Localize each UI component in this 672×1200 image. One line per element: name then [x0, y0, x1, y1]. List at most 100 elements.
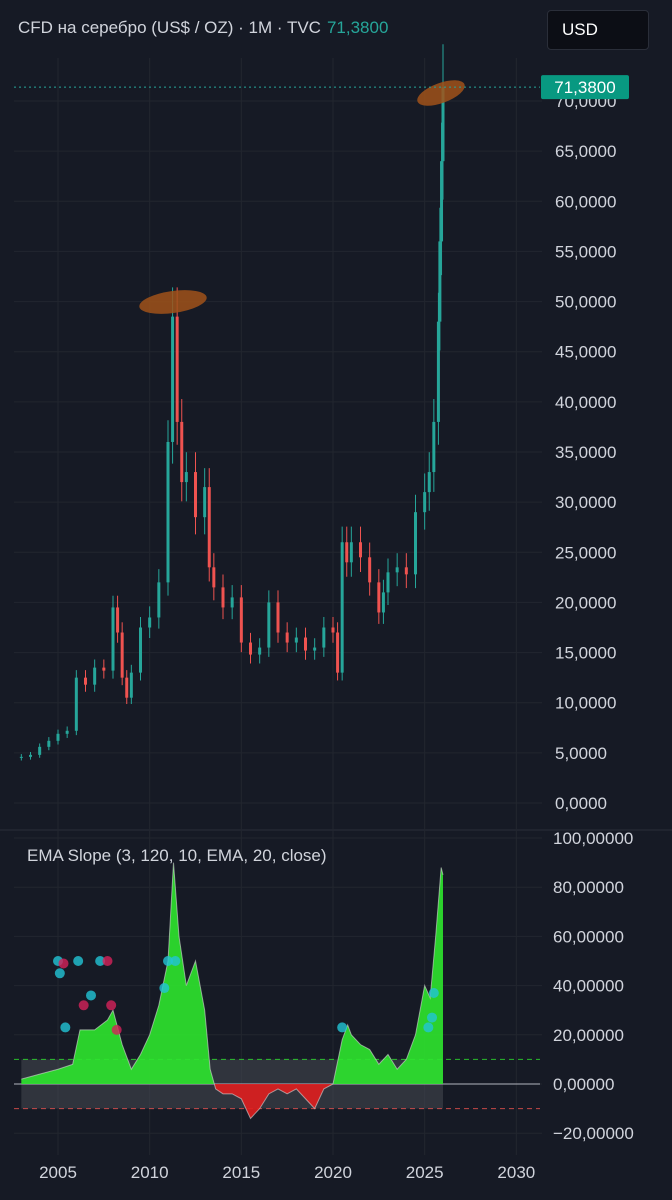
candle	[381, 579, 385, 624]
x-tick-label: 2005	[39, 1163, 77, 1182]
candle	[377, 569, 381, 624]
candle	[207, 468, 211, 582]
candle	[340, 526, 344, 681]
x-tick-label: 2015	[222, 1163, 260, 1182]
candle	[19, 754, 23, 761]
y-tick-label: 55,0000	[555, 242, 616, 261]
y-tick-label: 45,0000	[555, 343, 616, 362]
candle	[194, 452, 197, 535]
candle-body	[84, 677, 87, 685]
slope-marker	[95, 956, 106, 966]
candle-body	[276, 602, 280, 633]
candle-body	[239, 597, 243, 643]
chart-header: CFD на серебро (US$ / OZ) · 1M · TVC 71,3…	[18, 18, 388, 38]
candle-body	[19, 756, 23, 758]
candle-body	[157, 582, 161, 618]
candle	[249, 632, 252, 664]
candle	[230, 585, 234, 620]
y-tick-label: 50,0000	[555, 293, 616, 312]
slope-marker	[163, 956, 173, 966]
last-price-label: 71,3800	[554, 78, 615, 97]
candle	[368, 542, 372, 596]
candle	[414, 494, 417, 589]
candle	[56, 729, 60, 745]
candle-body	[111, 607, 115, 671]
candle	[267, 590, 271, 657]
candle	[432, 399, 436, 492]
indicator-y-tick-label: 20,00000	[553, 1026, 624, 1045]
y-tick-label: 60,0000	[555, 192, 616, 211]
candle-body	[102, 667, 106, 671]
symbol-title: CFD на серебро (US$ / OZ) · 1M · TVC	[18, 18, 321, 37]
candle	[180, 399, 184, 502]
currency-button[interactable]: USD	[547, 10, 649, 50]
candle-body	[212, 567, 216, 588]
slope-area-negative	[21, 1084, 443, 1119]
candle	[322, 616, 326, 657]
slope-marker	[427, 1012, 437, 1023]
candle-body	[194, 472, 197, 518]
candle-body	[38, 746, 42, 755]
candle	[404, 553, 408, 589]
candle	[184, 452, 188, 502]
candle	[166, 420, 170, 596]
candle-body	[395, 567, 399, 573]
candle-body	[313, 647, 317, 651]
candle-body	[180, 421, 184, 483]
y-tick-label: 5,0000	[555, 744, 607, 763]
candle	[258, 638, 262, 664]
candle-body	[340, 542, 344, 673]
candle-body	[139, 627, 142, 673]
highlight-mark	[417, 80, 465, 106]
candle	[239, 585, 243, 653]
candle	[125, 670, 129, 705]
candle	[111, 595, 115, 679]
y-tick-label: 0,0000	[555, 794, 607, 813]
slope-marker	[78, 1000, 89, 1011]
candle-body	[148, 617, 152, 628]
candle-body	[129, 672, 133, 698]
x-tick-label: 2010	[131, 1163, 169, 1182]
candle	[148, 606, 152, 639]
candle	[331, 616, 335, 643]
candle	[29, 751, 32, 760]
candle	[423, 473, 427, 530]
candle	[84, 670, 87, 692]
candle-body	[432, 421, 436, 473]
candle-body	[381, 592, 385, 613]
y-tick-label: 10,0000	[555, 694, 616, 713]
candle-body	[427, 472, 431, 493]
x-tick-label: 2030	[497, 1163, 535, 1182]
candle-body	[438, 241, 442, 322]
candle	[349, 526, 353, 577]
candle-body	[423, 492, 427, 513]
slope-marker	[54, 968, 65, 979]
slope-marker	[170, 956, 181, 966]
y-tick-label: 30,0000	[555, 493, 616, 512]
candle-body	[267, 602, 271, 648]
candle	[74, 670, 78, 736]
candle	[65, 726, 69, 738]
slope-line	[21, 862, 444, 1120]
candle-body	[258, 647, 262, 655]
y-tick-label: 40,0000	[555, 393, 616, 412]
candle-body	[331, 627, 335, 633]
candle-body	[56, 733, 60, 741]
slope-marker	[106, 1000, 117, 1011]
candle-body	[285, 632, 289, 643]
candle	[120, 622, 124, 686]
x-tick-label: 2020	[314, 1163, 352, 1182]
candle-body	[175, 316, 179, 422]
candle-body	[120, 632, 124, 678]
candle	[441, 44, 445, 200]
candle-body	[65, 730, 69, 734]
candle-body	[436, 321, 440, 422]
header-last-price: 71,3800	[326, 18, 389, 37]
candle-body	[404, 567, 408, 575]
candle-body	[171, 316, 175, 442]
candle	[129, 664, 133, 705]
candle	[116, 595, 120, 643]
slope-marker	[159, 983, 170, 994]
candle-body	[349, 542, 353, 563]
